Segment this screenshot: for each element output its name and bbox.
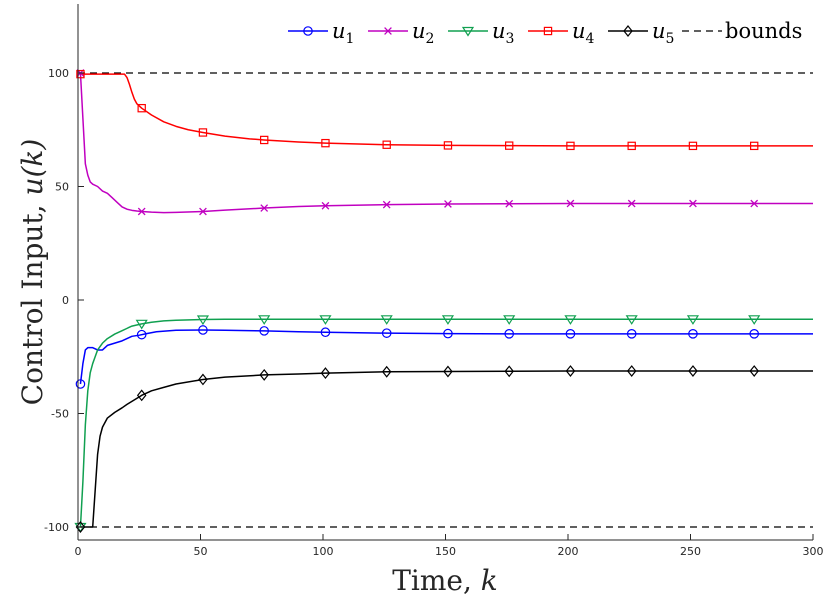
marker-u5: [320, 367, 331, 380]
marker-u4: [505, 141, 514, 150]
marker-u5: [626, 365, 637, 378]
marker-u4: [137, 103, 146, 113]
legend-label: u2: [412, 19, 434, 47]
marker-u2: [260, 204, 269, 212]
x-tick-label: 50: [194, 545, 208, 558]
marker-u2: [750, 199, 759, 208]
marker-u4: [76, 69, 85, 79]
marker-u3: [686, 315, 700, 325]
marker-u5: [381, 365, 392, 378]
legend-label: u3: [492, 19, 514, 47]
series-line-u5: [80, 370, 813, 528]
marker-u1: [381, 328, 392, 338]
marker-u5: [688, 365, 698, 378]
y-tick-label: 0: [62, 294, 69, 307]
marker-u3: [135, 319, 148, 330]
y-tick-label: -50: [51, 408, 69, 421]
x-tick-label: 300: [803, 545, 824, 558]
x-tick-label: 250: [680, 545, 701, 558]
marker-u1: [626, 329, 637, 339]
marker-u3: [380, 315, 393, 325]
marker-u3: [564, 315, 577, 325]
series-line-u2: [79, 72, 813, 214]
marker-u4: [566, 141, 575, 151]
marker-u5: [749, 365, 759, 378]
marker-u3: [748, 315, 761, 325]
marker-u4: [382, 140, 391, 149]
marker-u1: [320, 327, 331, 338]
legend-label: bounds: [725, 19, 802, 43]
series-line-u4: [80, 73, 813, 147]
legend-item-u5: u5: [608, 19, 674, 47]
marker-u2: [137, 207, 146, 216]
marker-u5: [504, 365, 514, 378]
marker-u2: [689, 199, 697, 208]
marker-u4: [749, 141, 759, 151]
marker-u2: [505, 199, 514, 208]
legend-item-u4: u4: [528, 19, 595, 47]
legend-item-u1: u1: [288, 19, 354, 47]
legend-label: u5: [652, 19, 674, 47]
legend-label: u1: [332, 19, 354, 47]
marker-u1: [75, 379, 86, 389]
marker-u4: [627, 141, 636, 151]
marker-u1: [749, 329, 759, 339]
marker-u4: [688, 141, 698, 151]
marker-u2: [627, 199, 636, 208]
marker-u5: [136, 389, 147, 402]
marker-u1: [504, 329, 514, 339]
marker-u2: [321, 201, 330, 210]
x-tick-label: 100: [313, 545, 334, 558]
marker-u3: [441, 315, 455, 325]
marker-u2: [444, 200, 452, 208]
marker-u1: [136, 329, 147, 340]
legend-swatch-marker: [543, 26, 553, 36]
marker-u1: [259, 326, 269, 336]
x-tick-label: 0: [75, 545, 82, 558]
x-tick-label: 150: [435, 545, 456, 558]
marker-u3: [625, 315, 638, 325]
legend-swatch-marker: [384, 27, 392, 35]
legend-swatch-marker: [303, 26, 313, 36]
y-axis-title: Control Input, u(k): [16, 139, 49, 406]
marker-u1: [688, 329, 698, 339]
marker-u2: [382, 200, 391, 209]
marker-u2: [199, 207, 207, 216]
marker-u3: [503, 315, 516, 325]
y-tick-label: 100: [48, 67, 69, 80]
legend-swatch-marker: [461, 26, 475, 37]
marker-u3: [258, 315, 271, 325]
marker-u3: [196, 315, 210, 326]
x-axis-title: Time, k: [392, 564, 498, 597]
marker-u4: [443, 141, 453, 150]
x-tick-label: 200: [558, 545, 579, 558]
marker-u5: [443, 365, 453, 378]
marker-u1: [198, 325, 208, 335]
marker-u3: [319, 315, 332, 325]
marker-u5: [259, 368, 269, 381]
marker-u4: [260, 135, 269, 145]
marker-u4: [321, 138, 330, 148]
y-tick-label: 50: [55, 181, 69, 194]
series-line-u1: [79, 329, 813, 385]
marker-u4: [198, 128, 208, 137]
legend-label: u4: [572, 19, 595, 47]
legend-item-bounds: bounds: [682, 19, 802, 43]
series-line-u3: [79, 318, 813, 528]
legend-item-u2: u2: [368, 19, 434, 47]
marker-u2: [566, 199, 575, 208]
legend-swatch-marker: [623, 25, 633, 37]
marker-u1: [565, 329, 576, 339]
marker-u5: [198, 373, 208, 386]
marker-u5: [565, 365, 576, 378]
marker-u1: [443, 328, 453, 339]
legend-item-u3: u3: [448, 19, 514, 47]
y-tick-label: -100: [44, 521, 69, 534]
